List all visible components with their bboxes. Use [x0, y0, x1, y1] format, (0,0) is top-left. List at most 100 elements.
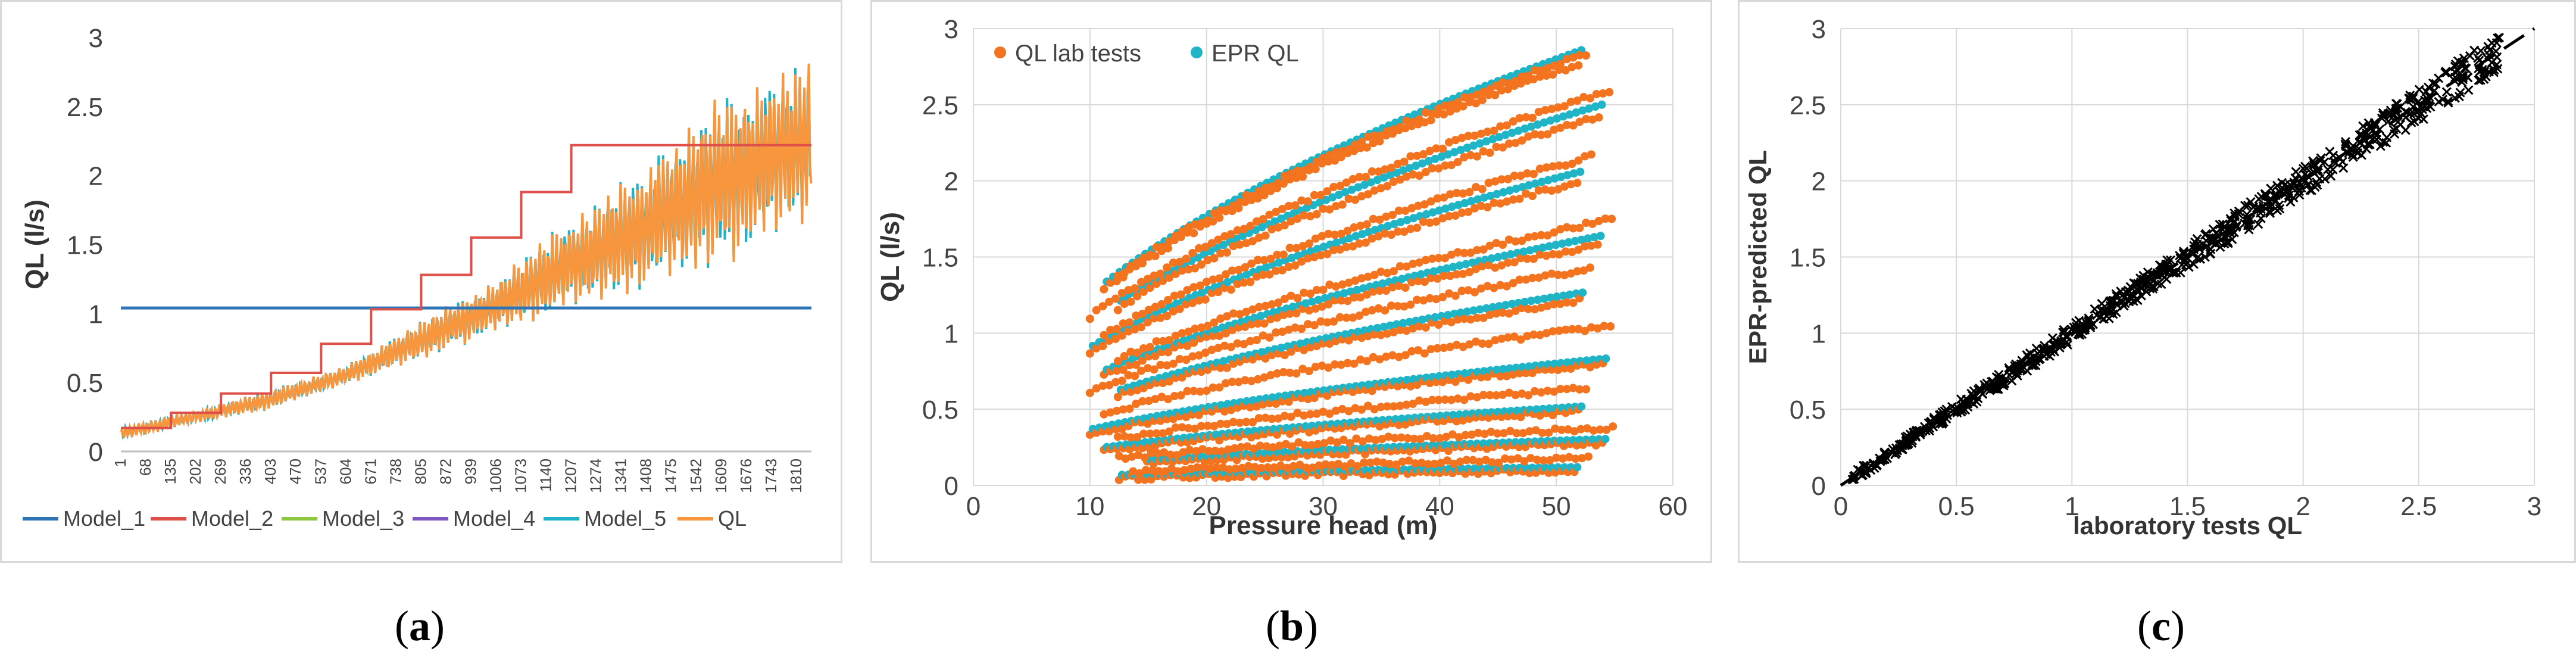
data-point-epr-ql — [1409, 214, 1418, 223]
data-point-ql-lab — [1239, 225, 1248, 233]
data-point-ql-lab — [1451, 378, 1460, 387]
data-point-ql-lab — [1100, 410, 1109, 419]
data-point-ql-lab — [1326, 436, 1335, 445]
data-point-ql-lab — [1120, 432, 1129, 441]
data-point-epr-ql — [1494, 253, 1503, 261]
data-point — [2434, 96, 2444, 107]
data-point-ql-lab — [1285, 368, 1294, 377]
data-point-ql-lab — [1582, 51, 1591, 60]
data-point-ql-lab — [1351, 276, 1360, 285]
data-point-ql-lab — [1466, 392, 1475, 401]
data-point — [2309, 160, 2319, 170]
data-point-ql-lab — [1459, 189, 1467, 198]
data-point-ql-lab — [1516, 413, 1525, 422]
data-point-ql-lab — [1157, 300, 1166, 308]
data-point-ql-lab — [1287, 412, 1295, 421]
data-point-ql-lab — [1575, 223, 1584, 232]
data-point — [2383, 108, 2394, 119]
data-point — [2395, 120, 2406, 130]
data-point-ql-lab — [1284, 397, 1293, 406]
data-point-ql-lab — [1464, 207, 1473, 216]
data-point — [2416, 101, 2426, 111]
data-point-ql-lab — [1361, 173, 1370, 182]
data-point — [2099, 314, 2109, 324]
data-point-epr-ql — [1448, 410, 1457, 419]
data-point-ql-lab — [1491, 263, 1500, 272]
data-point — [2044, 351, 2054, 361]
x-tick-label: 0.5 — [1938, 492, 1975, 521]
x-tick-label: 1 — [111, 459, 129, 467]
data-point-ql-lab — [1382, 212, 1391, 221]
data-point — [2377, 113, 2387, 123]
data-point-ql-lab — [1367, 306, 1376, 315]
data-point — [2458, 73, 2468, 83]
data-point-ql-lab — [1324, 363, 1333, 372]
y-tick-label: 0 — [1812, 472, 1826, 501]
data-point-ql-lab — [1457, 286, 1466, 295]
data-point-epr-ql — [1557, 172, 1565, 181]
data-point — [1994, 369, 2004, 380]
data-point-epr-ql — [1565, 110, 1574, 119]
data-point — [2059, 325, 2069, 335]
data-point-ql-lab — [1184, 423, 1193, 432]
data-point-ql-lab — [1273, 250, 1282, 259]
data-point — [2226, 216, 2236, 226]
data-point-ql-lab — [1562, 55, 1571, 64]
data-point-ql-lab — [1490, 283, 1498, 292]
data-point-ql-lab — [1352, 434, 1361, 443]
data-point-ql-lab — [1542, 251, 1551, 260]
data-point-epr-ql — [1582, 356, 1591, 365]
data-point-ql-lab — [1395, 262, 1404, 271]
data-point-ql-lab — [1509, 117, 1518, 126]
data-point-ql-lab — [1311, 363, 1320, 372]
data-point-ql-lab — [1183, 286, 1192, 295]
data-point-ql-lab — [1293, 214, 1302, 223]
data-point — [1875, 453, 1885, 463]
data-point-ql-lab — [1222, 248, 1231, 257]
data-point-ql-lab — [1510, 172, 1519, 180]
data-point-ql-lab — [1362, 290, 1371, 299]
data-point-ql-lab — [1279, 367, 1288, 376]
data-point-ql-lab — [1543, 130, 1552, 139]
data-point-epr-ql — [1338, 236, 1347, 245]
x-tick-label: 738 — [386, 459, 404, 484]
data-point — [2484, 67, 2494, 77]
data-point-ql-lab — [1367, 387, 1376, 395]
data-point-ql-lab — [1485, 241, 1494, 250]
data-point-ql-lab — [1522, 189, 1531, 198]
data-point-ql-lab — [1370, 270, 1379, 279]
data-point-ql-lab — [1569, 121, 1578, 130]
data-point-ql-lab — [1421, 323, 1430, 332]
data-point-ql-lab — [1566, 180, 1575, 189]
data-point-ql-lab — [1143, 419, 1152, 428]
data-point — [2315, 155, 2325, 166]
data-point-ql-lab — [1581, 326, 1590, 335]
data-point-ql-lab — [1298, 242, 1307, 251]
data-point-epr-ql — [1473, 195, 1482, 204]
data-point-ql-lab — [1343, 226, 1352, 235]
data-point-ql-lab — [1241, 322, 1250, 331]
data-point-ql-lab — [1098, 302, 1107, 311]
data-point-ql-lab — [1314, 461, 1323, 470]
data-point-ql-lab — [1235, 198, 1244, 207]
data-point-ql-lab — [1510, 332, 1519, 341]
data-point-ql-lab — [1243, 442, 1252, 451]
data-point-ql-lab — [1357, 334, 1366, 342]
data-point-ql-lab — [1376, 131, 1385, 140]
data-point-ql-lab — [1440, 193, 1448, 202]
data-point-ql-lab — [1194, 244, 1203, 253]
data-point-ql-lab — [1254, 303, 1263, 311]
data-point-ql-lab — [1131, 284, 1139, 293]
data-point-ql-lab — [1356, 293, 1365, 302]
data-point — [2035, 354, 2045, 364]
data-point — [2409, 91, 2419, 102]
data-point-epr-ql — [1398, 166, 1407, 175]
data-point-ql-lab — [1491, 177, 1500, 186]
data-point-ql-lab — [1496, 122, 1505, 131]
data-point-ql-lab — [1261, 354, 1270, 363]
data-point — [2296, 173, 2306, 183]
y-tick-label: 1 — [1812, 319, 1826, 348]
data-point-ql-lab — [1150, 365, 1159, 374]
data-point-ql-lab — [1292, 244, 1301, 253]
data-point-ql-lab — [1537, 303, 1545, 312]
